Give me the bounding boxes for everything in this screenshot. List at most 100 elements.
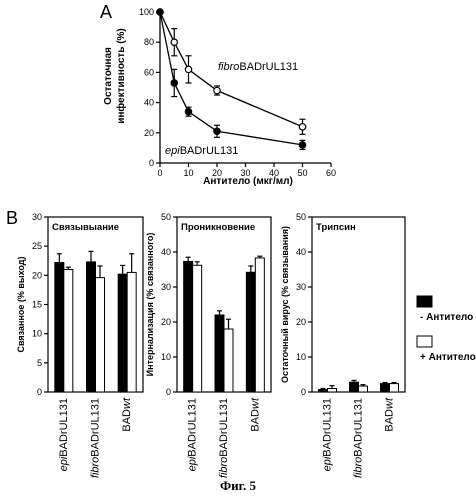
b2-y-tick-label: 50 [161,212,171,222]
a-y-tick-label: 0 [149,158,154,168]
b2-y-axis-label: Интернализация (% связанного) [145,233,155,377]
b1-bar-plus [95,277,105,393]
panel-b-letter: B [6,208,18,228]
b3-category-label: epiBADrUL131 [322,398,334,471]
b2-category-label: BADwt [249,397,261,432]
b3-y-tick-label: 50 [296,212,306,222]
b1-y-tick-label: 30 [32,212,42,222]
b3-y-axis-label: Остаточный вирус (% связывания) [280,226,290,383]
b2-bar-minus [183,260,194,393]
b1-y-tick-label: 0 [37,387,42,397]
b3-y-tick-label: 30 [296,282,306,292]
b1-bar-plus [63,269,74,393]
a-series-line-epi [159,11,303,146]
b3-category-prefix: epi [322,456,334,471]
b3-panel-title: Трипсин [316,222,356,233]
b2-category-prefix: fibro [218,457,230,478]
series-label-epi-prefix: epi [165,145,180,157]
a-x-tick-label: 40 [269,168,279,178]
b2-category-label: epiBADrUL131 [187,398,199,471]
series-label-epi: epiBADrUL131 [165,145,238,157]
legend-swatch-black [416,295,433,308]
b2-bar-plus [192,264,203,393]
b3-bar-minus [349,381,359,393]
b3-y-tick-label: 40 [296,247,306,257]
b1-category-suffix: wt [121,397,133,409]
a-data-point [170,38,179,47]
b1-bar-plus [126,271,137,393]
a-x-tick-label: 50 [297,168,307,178]
b1-y-tick-label: 25 [32,241,42,251]
b2-y-tick-label: 0 [166,387,171,397]
b3-category-suffix: BADrUL131 [353,398,365,457]
legend-swatch-white [416,335,433,348]
b1-bar-minus [54,262,65,393]
b1-category-prefix: BAD [121,409,133,432]
a-y-tick-label: 100 [139,7,154,17]
b2-category-prefix: epi [187,456,199,471]
b2-bar-minus [214,314,225,393]
b1-panel-title: Связывыание [52,222,119,233]
b3-bar-minus [380,383,390,393]
b2-bar-plus [223,328,234,393]
a-y-tick-label: 40 [144,98,154,108]
b2-y-tick-label: 30 [161,282,171,292]
series-label-fibro-prefix: fibro [218,61,239,73]
b3-category-prefix: BAD [384,409,396,432]
b3-plot-frame [311,216,406,393]
series-label-fibro: fibroBADrUL131 [218,61,298,73]
b3-y-tick-label: 10 [296,352,306,362]
a-x-tick-label: 20 [212,168,222,178]
b2-category-suffix: BADrUL131 [187,398,199,457]
b3-bar-plus [389,383,399,393]
panel-a-ylabel-line2: инфективность (%) [115,28,127,124]
a-x-tick-label: 10 [183,168,193,178]
b2-bar-plus [254,257,265,393]
b2-y-tick-label: 10 [161,352,171,362]
b1-category-suffix: BADrUL131 [58,398,70,457]
b3-category-prefix: fibro [353,457,365,478]
a-data-point [184,107,193,116]
b3-y-tick-label: 20 [296,317,306,327]
b1-y-tick-label: 20 [32,270,42,280]
b3-category-label: BADwt [384,397,396,432]
b3-y-tick-label: 0 [301,387,306,397]
b3-category-suffix: BADrUL131 [322,398,334,457]
panel-a-letter: A [100,2,112,22]
b1-bar-minus [117,273,128,393]
a-data-point [213,86,221,95]
a-data-point [298,122,307,131]
b3-category-suffix: wt [384,397,396,409]
panel-a-xlabel: Антитело (мкг/мл) [203,176,293,187]
b3-category-label: fibroBADrUL131 [353,398,365,478]
panel-a-ylabel-line1: Остаточная [103,47,114,105]
series-label-epi-suffix: BADrUL131 [180,145,239,157]
legend-label-black: - Антитело [420,312,473,323]
a-y-tick-label: 20 [144,128,154,138]
b1-category-label: epiBADrUL131 [58,398,70,471]
a-data-point [156,8,164,16]
a-x-tick-label: 30 [240,168,250,178]
b2-bar-minus [245,271,256,393]
a-y-tick-label: 80 [144,37,154,47]
b3-bar-plus [327,388,337,393]
a-x-tick-label: 60 [326,168,336,178]
b1-y-tick-label: 15 [32,300,42,310]
b1-category-prefix: epi [58,456,70,471]
b2-category-suffix: wt [249,397,261,409]
b2-category-label: fibroBADrUL131 [218,398,230,478]
b2-category-suffix: BADrUL131 [218,398,230,457]
b2-panel-title: Проникновение [181,222,255,233]
series-label-fibro-suffix: BADrUL131 [239,61,298,73]
a-y-tick-label: 60 [144,67,154,77]
a-data-point [298,141,307,149]
b1-category-suffix: BADrUL131 [90,398,102,457]
b1-y-tick-label: 10 [32,329,42,339]
b1-bar-minus [86,261,96,393]
b2-y-tick-label: 20 [161,317,171,327]
b3-bar-minus [318,389,328,393]
a-data-point [213,127,221,136]
b1-y-axis-label: Связанное (% выход) [16,257,26,353]
